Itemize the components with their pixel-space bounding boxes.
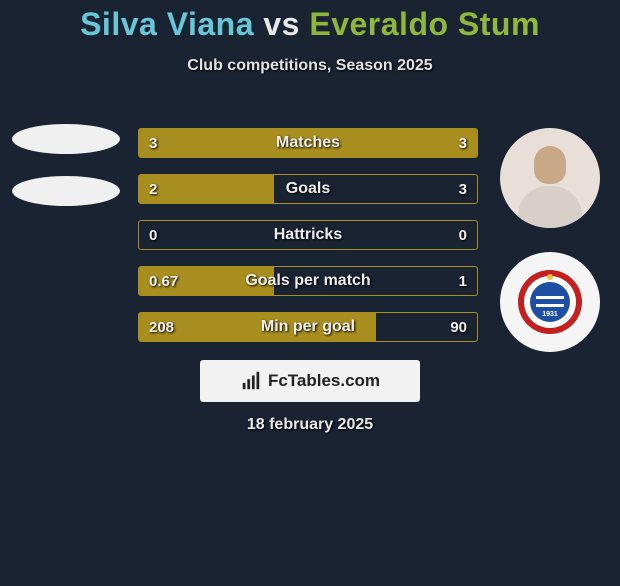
player1-avatar-placeholder (12, 124, 120, 154)
player2-avatar (500, 128, 600, 228)
stat-label: Hattricks (139, 221, 477, 249)
stat-row: 0 0Hattricks (138, 220, 478, 250)
bar-left (139, 267, 274, 295)
bar-left (139, 129, 308, 157)
branding-text: FcTables.com (268, 371, 380, 391)
right-avatars-column: 1931 (498, 128, 602, 376)
comparison-rows: 33Matches 23Goals 0 0Hattricks 0.671Goals pe… (138, 128, 478, 358)
comparison-title: Silva Viana vs Everaldo Stum (0, 6, 620, 43)
player2-name: Everaldo Stum (309, 6, 540, 42)
bar-left (139, 313, 376, 341)
branding-box: FcTables.com (200, 360, 420, 402)
stat-row: 20890Min per goal (138, 312, 478, 342)
player1-name: Silva Viana (80, 6, 254, 42)
subtitle: Club competitions, Season 2025 (0, 57, 620, 75)
title-vs: vs (263, 6, 300, 42)
stat-value-right: 0 (459, 221, 467, 249)
bar-right (308, 129, 477, 157)
club-badge-icon: 1931 (517, 269, 583, 335)
stat-value-left: 0 (149, 221, 157, 249)
left-avatars-column (6, 124, 126, 228)
stat-value-right: 3 (459, 175, 467, 203)
stat-value-right: 1 (459, 267, 467, 295)
player2-club-badge: 1931 (500, 252, 600, 352)
stat-row: 33Matches (138, 128, 478, 158)
svg-text:1931: 1931 (542, 311, 558, 318)
chart-icon (240, 370, 262, 392)
stat-row: 0.671Goals per match (138, 266, 478, 296)
bar-left (139, 175, 274, 203)
stat-value-right: 90 (450, 313, 467, 341)
comparison-date: 18 february 2025 (0, 416, 620, 434)
player1-club-placeholder (12, 176, 120, 206)
stat-row: 23Goals (138, 174, 478, 204)
